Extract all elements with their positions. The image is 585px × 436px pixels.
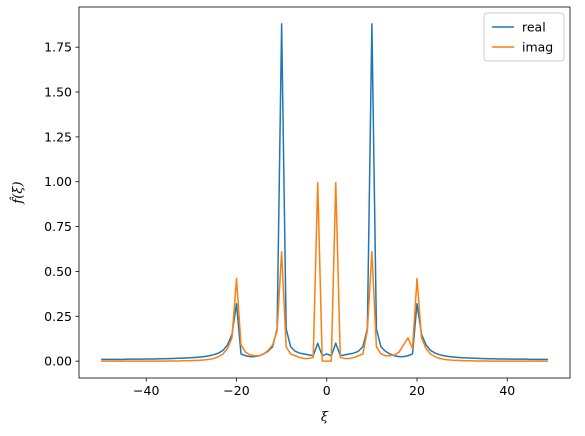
y-axis-label: f̂(ξ) <box>9 181 26 204</box>
series-line-imag <box>101 181 548 362</box>
x-tick-label: −40 <box>133 383 159 398</box>
y-tick-label: 1.75 <box>44 40 72 55</box>
x-tick-label: 0 <box>323 383 331 398</box>
y-tick-label: 1.00 <box>44 174 72 189</box>
x-tick-label: 40 <box>499 383 515 398</box>
series-layer <box>101 23 548 362</box>
y-tick-label: 0.75 <box>44 219 72 234</box>
legend: real imag <box>483 12 565 62</box>
plot-frame <box>78 6 571 379</box>
x-tick-label: −20 <box>223 383 249 398</box>
plot-area <box>79 7 570 378</box>
y-tick-label: 0.25 <box>44 309 72 324</box>
legend-box <box>483 12 565 62</box>
x-axis-label: ξ <box>321 410 329 425</box>
y-axis: 0.00 0.25 0.50 0.75 1.00 1.25 1.50 1.75 <box>44 40 79 369</box>
x-tick-label: 20 <box>409 383 425 398</box>
y-tick-label: 1.25 <box>44 129 72 144</box>
y-tick-label: 0.00 <box>44 354 72 369</box>
legend-label-imag: imag <box>522 40 553 55</box>
series-line-real <box>101 23 548 361</box>
x-axis: −40 −20 0 20 40 <box>133 378 515 398</box>
legend-label-real: real <box>522 20 546 35</box>
y-tick-label: 0.50 <box>44 264 72 279</box>
y-tick-label: 1.50 <box>44 85 72 100</box>
